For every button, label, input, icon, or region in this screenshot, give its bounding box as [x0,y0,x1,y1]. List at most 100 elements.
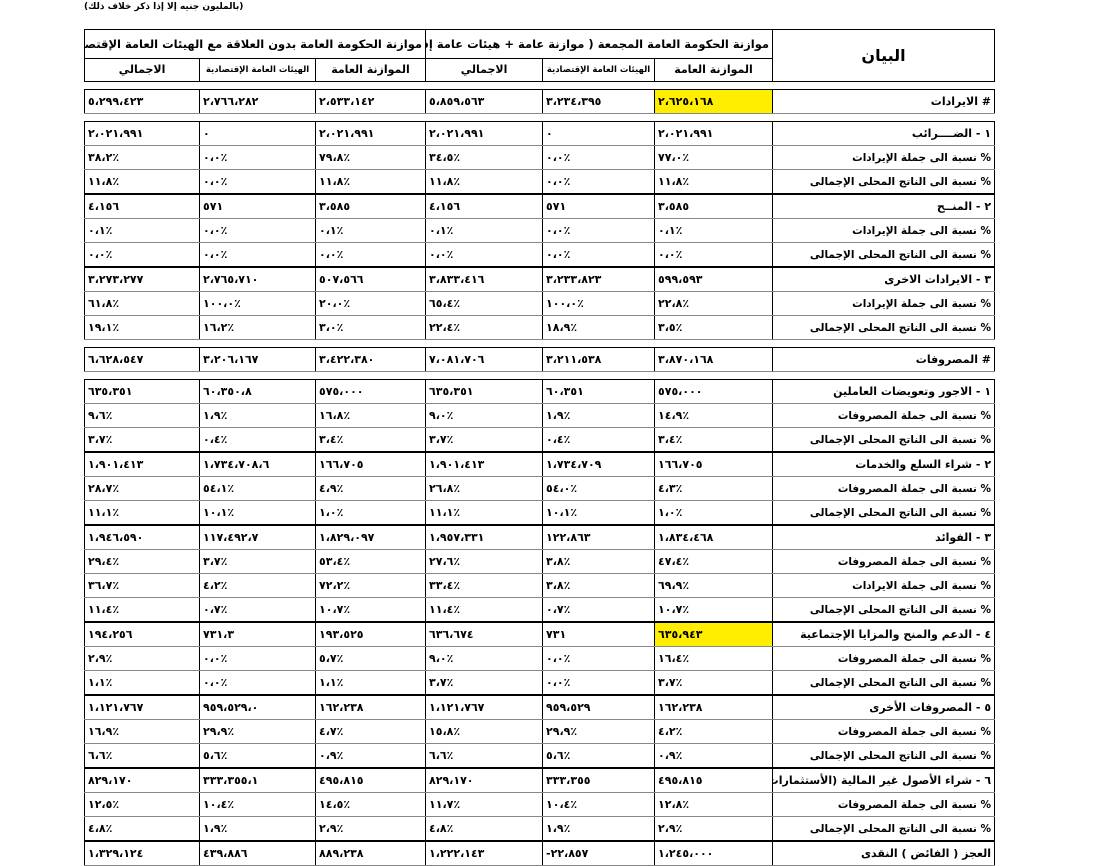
spacer-cell [199,113,316,122]
value-cell: ٧٣١ [542,621,656,647]
value-cell: ٧،٠٨١،٧٠٦ [425,347,544,372]
value-cell: ٠،٠٪ [199,145,317,170]
value-cell: ٣٦،٧٪ [83,573,201,598]
value-cell: ١،١٪ [315,670,427,696]
value-cell: ١،٢٢٢،١٤٣ [425,840,544,866]
value-cell: ٢٠،٠٪ [315,291,427,316]
value-cell: ٣،٢٧٣،٢٧٧ [83,266,201,292]
row-label: % نسبة الى الناتج المحلى الإجمالى [772,169,996,195]
value-cell: ٦٠،٣٥١ [542,379,656,404]
value-cell: ٠ [199,121,317,146]
value-cell: ٣٣٣،٣٥٥،١ [199,767,317,793]
value-cell: ٢،٠٢١،٩٩١ [83,121,201,146]
table-row: ١ - الضــــرائب ٢،٠٢١،٩٩١ ٠ ٢،٠٢١،٩٩١ ٢،٠٢١،… [83,121,996,146]
subcol-header-total: الاجمالي [83,58,201,82]
label-column-header: البيان [772,29,996,82]
value-cell: ٥٤،٠٪ [542,476,656,501]
row-label: ٢ - المنــح [772,193,996,219]
value-cell: ١٠،١٪ [199,500,317,526]
ratio-row: % نسبة الى جملة المصروفات ٤٧،٤٪ ٣،٨٪ ٢٧،٦٪ ٥… [83,549,996,574]
row-label: % نسبة الى الناتج المحلى الإجمالى [772,427,996,453]
value-cell: ٣،٤٪ [654,427,774,453]
ratio-row: % نسبة الى الناتج المحلى الإجمالى ٠،٠٪ ٠،٠… [83,242,996,268]
value-cell: ١٠،١٪ [542,500,656,526]
spacer-cell [84,371,200,380]
row-label: ٤ - الدعم والمنح والمزايا الإجتماعية [772,621,996,647]
value-cell: ٠،٩٪ [654,743,774,769]
value-cell: ٢،٧٦٥،٧١٠ [199,266,317,292]
row-label: ٣ - الفوائد [772,524,996,550]
units-note: (بالمليون جنيه إلا إذا ذكر خلاف ذلك) [84,2,244,12]
row-label: % نسبة الى الناتج المحلى الإجمالى [772,242,996,268]
value-cell: ١٩٣،٥٢٥ [315,621,427,647]
spacer-cell [654,339,773,348]
ratio-row: % نسبة الى الناتج المحلى الإجمالى ١٠،٧٪ ٠،… [83,597,996,623]
value-cell: ١١،١٪ [83,500,201,526]
spacer-cell [425,371,543,380]
row-label: % نسبة الى جملة المصروفات [772,476,996,501]
value-cell: ٣،٧٪ [83,427,201,453]
ratio-row: % نسبة الى جملة الإيرادات ٠،١٪ ٠،٠٪ ٠،١٪ ٠،١… [83,218,996,243]
subcol-header-general-budget: الموازنة العامة [654,58,774,82]
value-cell: ٦٣٦،٦٧٤ [425,621,544,647]
row-label: % نسبة الى الناتج المحلى الإجمالى [772,743,996,769]
value-cell: ٣،٨٣٣،٤١٦ [425,266,544,292]
table-row: ٥ - المصروفات الأخرى ١٦٢،٢٣٨ ٩٥٩،٥٢٩ ١،١٢١،… [83,694,996,720]
ratio-row: % نسبة الى جملة الإيرادات ٧٧،٠٪ ٠،٠٪ ٣٤،٥٪ ٧… [83,145,996,170]
value-cell: ٢٩،٤٪ [83,549,201,574]
value-cell: ٥٣،٤٪ [315,549,427,574]
value-cell: ٤،١٥٦ [83,193,201,219]
value-cell: ١٦،٩٪ [83,719,201,744]
value-cell: ٦،٦٢٨،٥٤٧ [83,347,201,372]
value-cell: ٠،٠٪ [199,646,317,671]
value-cell: ١،٩٪ [542,816,656,842]
value-cell: ٣،٥٨٥ [315,193,427,219]
row-label: % نسبة الى جملة الإيرادات [772,291,996,316]
spacer-cell [199,339,316,348]
ratio-row: % نسبة الى جملة المصروفات ١٦،٤٪ ٠،٠٪ ٩،٠٪ ٥،… [83,646,996,671]
ratio-row: % نسبة الى جملة الإيرادات ٢٢،٨٪ ١٠٠،٠٪ ٦٥،٤… [83,291,996,316]
value-cell: ١،٩٠١،٤١٣ [425,451,544,477]
ratio-row: % نسبة الى جملة المصروفات ٤،٢٪ ٢٩،٩٪ ١٥،٨٪ ٤… [83,719,996,744]
value-cell: ١،٣٢٩،١٢٤ [83,840,201,866]
value-cell: ٢٦،٨٪ [425,476,544,501]
value-cell: ٩،٦٪ [83,403,201,428]
spacer-cell [654,81,773,90]
table-row: # الايرادات ٢،٦٢٥،١٦٨ ٣،٢٣٤،٣٩٥ ٥،٨٥٩،٥٦٣ ٢،… [83,89,996,114]
value-cell: ٧٧،٠٪ [654,145,774,170]
row-label: % نسبة الى جملة المصروفات [772,646,996,671]
spacer-cell [315,371,426,380]
value-cell: ١،٠٪ [654,500,774,526]
value-cell: ٣٤،٥٪ [425,145,544,170]
value-cell: ٣،٥٨٥ [654,193,774,219]
row-label: % نسبة الى جملة المصروفات [772,719,996,744]
value-cell: ٠،٠٪ [315,242,427,268]
value-cell: ٠،١٪ [315,218,427,243]
table-row: # المصروفات ٣،٨٧٠،١٦٨ ٣،٢١١،٥٣٨ ٧،٠٨١،٧٠٦ ٣،… [83,347,996,372]
value-cell: ٢،٦٢٥،١٦٨ [654,89,774,114]
value-cell: ١،٩٪ [542,403,656,428]
table-row: ٦ - شراء الأصول غير المالية (الأستثمارات… [83,767,996,793]
value-cell: ١،٩٤٦،٥٩٠ [83,524,201,550]
row-label: ٣ - الايرادات الاخرى [772,266,996,292]
value-cell: ١،٩٪ [199,403,317,428]
value-cell: ١٤،٩٪ [654,403,774,428]
value-cell: ٣،٨٪ [542,549,656,574]
spacer-cell [84,81,200,90]
row-label: ١ - الاجور وتعويضات العاملين [772,379,996,404]
spacer-cell [315,113,426,122]
spacer-cell [542,81,655,90]
value-cell: ١٦،٢٪ [199,315,317,340]
value-cell: ٣٣،٤٪ [425,573,544,598]
value-cell: ٣،٢٣٤،٣٩٥ [542,89,656,114]
row-label: % نسبة الى جملة المصروفات [772,549,996,574]
spacer-cell [315,339,426,348]
row-label: % نسبة الى الناتج المحلى الإجمالى [772,500,996,526]
value-cell: ٦٣٥،٩٤٣ [654,621,774,647]
value-cell: ٣،٤٪ [315,427,427,453]
value-cell: ١٩٤،٢٥٦ [83,621,201,647]
spacer-row [84,371,995,380]
value-cell: ٨٢٩،١٧٠ [425,767,544,793]
spacer-cell [425,113,543,122]
subcol-header-economic-authorities: الهيئات العامة الإقتصادية [542,58,656,82]
